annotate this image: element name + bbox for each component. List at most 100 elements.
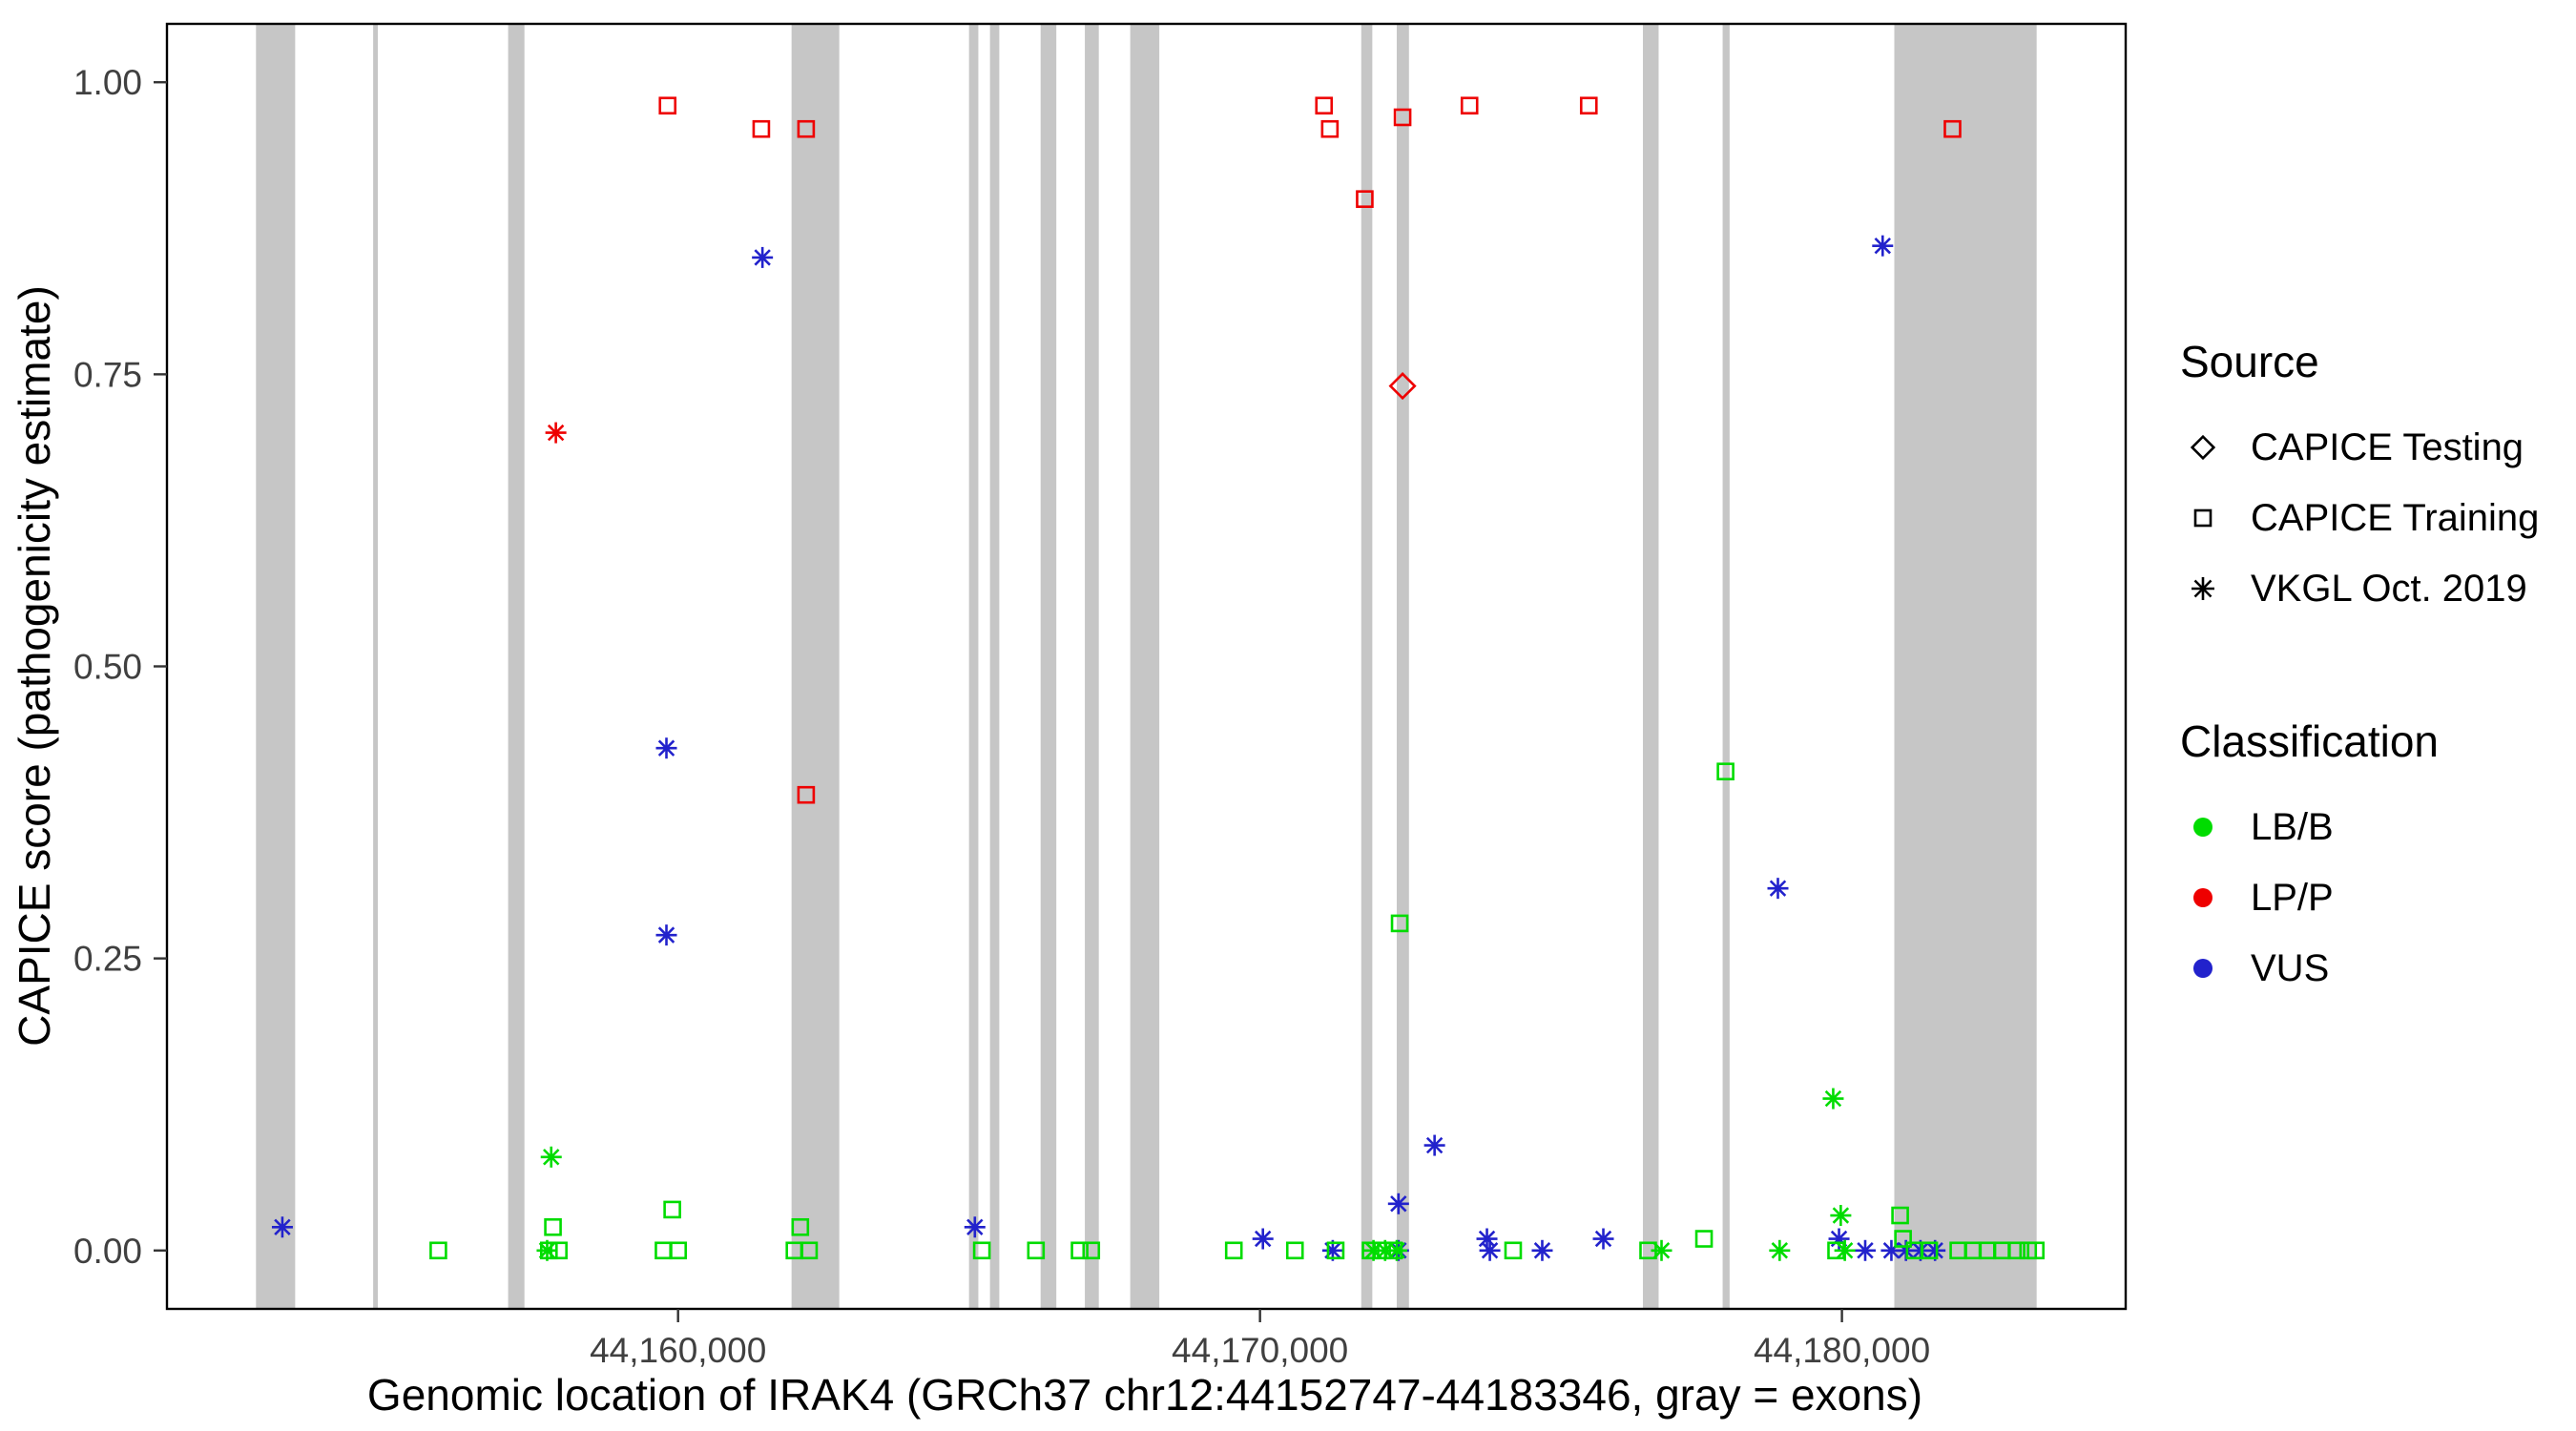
data-point-square [1070,1241,1089,1260]
data-point-asterisk [1252,1228,1274,1250]
legend-item-label: VUS [2251,946,2330,989]
exon-band [256,24,296,1309]
data-point-asterisk [1854,1239,1876,1261]
data-point-asterisk [271,1216,293,1238]
data-point-asterisk [655,737,677,759]
data-point-square [1390,914,1409,933]
data-point-square [1393,108,1412,127]
y-tick-label: 0.50 [73,648,142,687]
data-point-diamond [1388,372,1417,401]
legend-item-capice-training: CAPICE Training [2180,483,2539,553]
data-point-square [800,1241,819,1260]
data-point-square [797,119,816,138]
data-point-asterisk [1830,1205,1852,1227]
data-point-asterisk [1822,1088,1844,1110]
legend-source-title: Source [2180,337,2319,386]
legend-classification-title: Classification [2180,716,2439,766]
blue-dot-icon [2193,959,2212,978]
data-point-asterisk [536,1239,558,1261]
data-point-square [1315,96,1334,115]
y-tick-label: 0.75 [73,355,142,394]
data-point-square [658,96,677,115]
data-points-group [271,96,2046,1261]
data-point-asterisk [1531,1239,1553,1261]
y-axis-title: CAPICE score (pathogenicity estimate) [10,285,59,1047]
data-point-square [429,1241,447,1260]
legend-item-capice-testing: CAPICE Testing [2180,412,2539,483]
data-point-square [752,119,771,138]
data-point-square [2026,1241,2046,1260]
exon-band [968,24,979,1309]
x-tick-label: 44,160,000 [590,1331,766,1370]
data-point-square [1027,1241,1046,1260]
data-point-square [1460,96,1479,115]
exon-band [1040,24,1057,1309]
legend-item-lpp: LP/P [2180,862,2539,933]
data-point-square [1716,762,1735,781]
legend: Source CAPICE Testing CAPICE Training [2180,336,2539,1004]
x-tick-label: 44,170,000 [1172,1331,1348,1370]
legend-item-label: LP/P [2251,876,2334,919]
green-dot-icon [2193,818,2212,837]
legend-item-vkgl: VKGL Oct. 2019 [2180,553,2539,624]
square-icon [2193,508,2212,528]
data-point-square [1891,1206,1909,1225]
data-point-square [1920,1241,1939,1260]
data-point-square [663,1200,681,1219]
data-point-asterisk [540,1146,562,1168]
data-point-square [544,1217,562,1236]
exon-band [373,24,378,1309]
data-point-square [669,1241,688,1260]
legend-classification: Classification LB/B LP/P VUS [2180,716,2539,1004]
data-point-square [1082,1241,1101,1260]
data-point-square [654,1241,673,1260]
exon-band [1722,24,1730,1309]
exon-band [1642,24,1659,1309]
legend-item-label: LB/B [2251,805,2334,848]
data-point-square [791,1217,810,1236]
data-point-asterisk [545,422,567,444]
legend-source: Source CAPICE Testing CAPICE Training [2180,336,2539,624]
data-point-asterisk [1387,1192,1409,1214]
exon-band [989,24,1000,1309]
x-axis-title: Genomic location of IRAK4 (GRCh37 chr12:… [367,1370,1922,1420]
exon-band [1396,24,1409,1309]
data-point-asterisk [1924,1239,1946,1261]
data-point-square [1224,1241,1243,1260]
exon-band [1361,24,1373,1309]
exon-band [508,24,525,1309]
y-tick-label: 0.25 [73,940,142,979]
data-point-square [1356,190,1374,208]
data-point-asterisk [1476,1228,1498,1250]
exon-band [791,24,840,1309]
legend-item-vus: VUS [2180,933,2539,1004]
data-point-asterisk [752,246,774,268]
exon-band [1894,24,2037,1309]
data-point-asterisk [1767,878,1789,900]
exon-band [1130,24,1160,1309]
data-point-square [972,1241,991,1260]
data-point-square [1504,1241,1523,1260]
data-point-asterisk [1385,1239,1407,1261]
y-tick-label: 0.00 [73,1232,142,1271]
diamond-icon [2190,434,2216,461]
data-point-asterisk [1423,1134,1445,1156]
data-point-square [1694,1230,1714,1248]
data-point-asterisk [1479,1239,1501,1261]
data-point-square [1894,1230,1912,1248]
data-point-asterisk [1769,1239,1791,1261]
x-tick-label: 44,180,000 [1754,1331,1930,1370]
data-point-square [1579,96,1598,115]
data-point-square [1320,119,1340,138]
y-tick-label: 1.00 [73,63,142,102]
red-dot-icon [2193,888,2212,907]
data-point-asterisk [1834,1239,1856,1261]
legend-item-label: CAPICE Training [2251,496,2540,539]
data-point-asterisk [1651,1239,1672,1261]
legend-item-lbb: LB/B [2180,792,2539,862]
data-point-asterisk [1872,235,1894,257]
asterisk-icon [2192,577,2214,600]
exon-bands-group [256,24,2037,1309]
